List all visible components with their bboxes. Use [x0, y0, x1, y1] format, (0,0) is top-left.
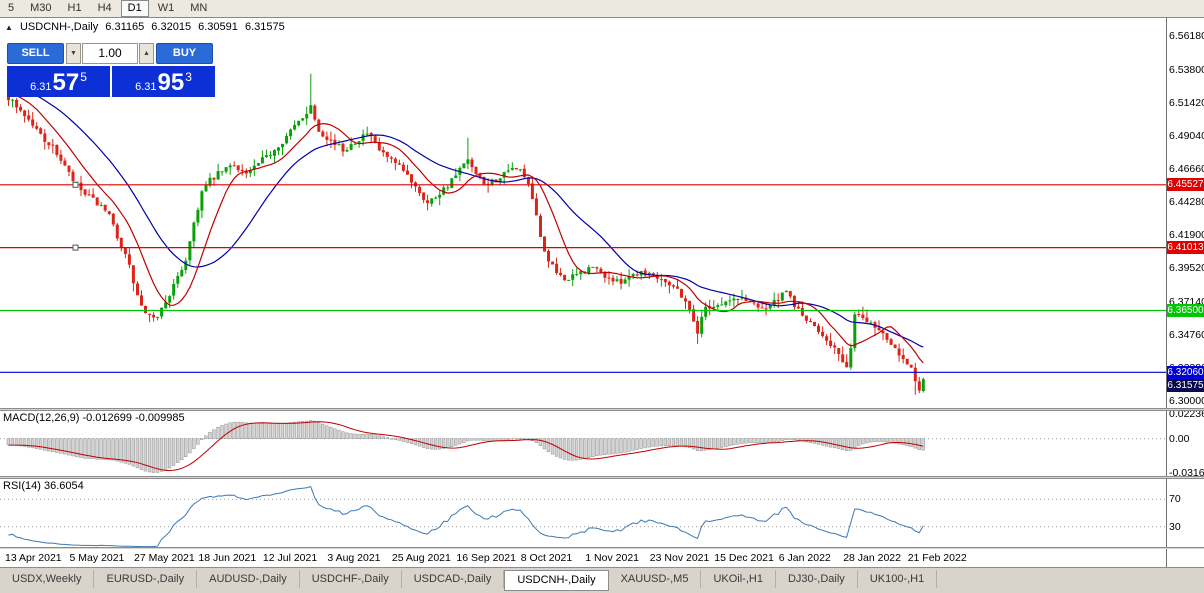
timeframe-button-m30[interactable]: M30 [30, 2, 52, 14]
ohlc-close: 6.31575 [244, 21, 285, 33]
ohlc-high: 6.32015 [151, 21, 192, 33]
hline-price-tag: 6.36500 [1167, 304, 1204, 317]
price-axis-label: 6.49040 [1169, 129, 1204, 142]
timeframe-toolbar: 5 M30 H1 H4 D1 W1 MN [0, 0, 1204, 18]
date-label: 3 Aug 2021 [327, 552, 381, 564]
hline-price-tag: 6.32060 [1167, 365, 1204, 379]
rsi-panel[interactable]: RSI(14) 36.6054 [0, 479, 1166, 547]
volume-decrease-button[interactable]: ▼ [66, 43, 81, 64]
date-label: 18 Jun 2021 [198, 552, 257, 564]
date-label: 25 Aug 2021 [391, 552, 451, 564]
macd-plot [0, 411, 1166, 476]
price-axis-label: 6.44280 [1169, 196, 1204, 209]
volume-increase-button[interactable]: ▲ [139, 43, 154, 64]
buy-button[interactable]: BUY [156, 43, 213, 64]
timeframe-button-w1[interactable]: W1 [157, 2, 175, 14]
sell-button[interactable]: SELL [7, 43, 64, 64]
price-axis-label: 6.39520 [1169, 262, 1204, 275]
volume-input[interactable]: 1.00 [82, 43, 138, 64]
time-axis[interactable]: 13 Apr 2021 5 May 2021 27 May 2021 18 Jun 2… [0, 549, 1166, 567]
candlestick-area[interactable] [0, 18, 1166, 408]
rsi-axis-label: 70 [1169, 493, 1181, 506]
ohlc-open: 6.31165 [105, 21, 145, 33]
timeframe-button-d1[interactable]: D1 [120, 0, 149, 17]
date-label: 23 Nov 2021 [649, 552, 710, 564]
macd-axis-label: 0.02236 [1169, 408, 1204, 421]
chart-tabs-bar: USDX,Weekly EURUSD-,Daily AUDUSD-,Daily USD… [0, 567, 1204, 593]
one-click-trading-panel: SELL ▼ 1.00 ▲ BUY 6.31 57 5 6.31 95 3 [7, 43, 215, 97]
macd-label: MACD(12,26,9) -0.012699 -0.009985 [3, 412, 185, 424]
date-label: 1 Nov 2021 [585, 552, 640, 564]
date-label: 13 Apr 2021 [5, 552, 62, 564]
price-axis-label: 6.30000 [1169, 395, 1204, 407]
date-label: 27 May 2021 [134, 552, 195, 564]
tab-usdchf-daily[interactable]: USDCHF-,Daily [300, 570, 402, 588]
macd-axis-label: 0.00 [1169, 432, 1190, 445]
tab-usdcnh-daily[interactable]: USDCNH-,Daily [504, 570, 609, 591]
date-label: 8 Oct 2021 [520, 552, 573, 564]
one-click-panel-toggle-icon[interactable]: ▲ [5, 23, 13, 32]
timeframe-button-mn[interactable]: MN [190, 2, 208, 14]
price-axis-label: 6.34760 [1169, 328, 1204, 341]
price-axis-label: 6.46660 [1169, 163, 1204, 175]
date-label: 12 Jul 2021 [262, 552, 318, 564]
chart-title: ▲ USDCNH-,Daily 6.31165 6.32015 6.30591 … [5, 21, 289, 33]
price-axis[interactable]: 6.56180 6.53800 6.51420 6.49040 6.46660 6.442… [1167, 18, 1204, 567]
rsi-label: RSI(14) 36.6054 [3, 480, 84, 492]
date-label: 21 Feb 2022 [907, 552, 967, 564]
date-label: 5 May 2021 [69, 552, 125, 564]
pane-splitter[interactable] [0, 547, 1204, 549]
tab-usdcad-daily[interactable]: USDCAD-,Daily [402, 570, 505, 588]
hline-price-tag: 6.41013 [1167, 241, 1204, 255]
timeframe-button-h4[interactable]: H4 [97, 2, 112, 14]
timeframe-button-h1[interactable]: H1 [67, 2, 82, 14]
ask-price-display: 6.31 95 3 [112, 66, 215, 97]
tab-dj30-daily[interactable]: DJ30-,Daily [776, 570, 858, 588]
price-axis-label: 6.51420 [1169, 96, 1204, 109]
date-label: 28 Jan 2022 [843, 552, 901, 564]
date-label: 6 Jan 2022 [778, 552, 831, 564]
tab-ukoil-h1[interactable]: UKOil-,H1 [701, 570, 776, 588]
tab-uk100-h1[interactable]: UK100-,H1 [858, 570, 938, 588]
rsi-axis-label: 30 [1169, 520, 1181, 533]
timeframe-buttons: 5 M30 H1 H4 D1 W1 MN [0, 0, 1204, 17]
tab-audusd-daily[interactable]: AUDUSD-,Daily [197, 570, 300, 588]
price-axis-label: 6.53800 [1169, 63, 1204, 76]
pane-splitter[interactable] [0, 408, 1204, 411]
hline-price-tag: 6.45527 [1167, 178, 1204, 192]
ohlc-low: 6.30591 [198, 21, 238, 33]
timeframe-button-5[interactable]: 5 [8, 2, 15, 14]
pane-splitter[interactable] [0, 476, 1204, 479]
rsi-plot [0, 479, 1166, 547]
bid-price-display: 6.31 57 5 [7, 66, 110, 97]
date-label: 16 Sep 2021 [456, 552, 516, 564]
date-label: 15 Dec 2021 [714, 552, 774, 564]
price-axis-label: 6.41900 [1169, 229, 1204, 242]
price-axis-label: 6.56180 [1169, 30, 1204, 43]
current-price-tag: 6.31575 [1167, 379, 1204, 393]
price-chart[interactable]: ▲ USDCNH-,Daily 6.31165 6.32015 6.30591 … [0, 18, 1166, 408]
tab-xauusd-m5[interactable]: XAUUSD-,M5 [609, 570, 702, 588]
macd-panel[interactable]: MACD(12,26,9) -0.012699 -0.009985 [0, 411, 1166, 476]
tab-usdx-weekly[interactable]: USDX,Weekly [0, 570, 95, 588]
axis-border [1166, 18, 1167, 567]
symbol-timeframe-label: USDCNH-,Daily [19, 21, 99, 33]
tab-eurusd-daily[interactable]: EURUSD-,Daily [94, 570, 198, 588]
